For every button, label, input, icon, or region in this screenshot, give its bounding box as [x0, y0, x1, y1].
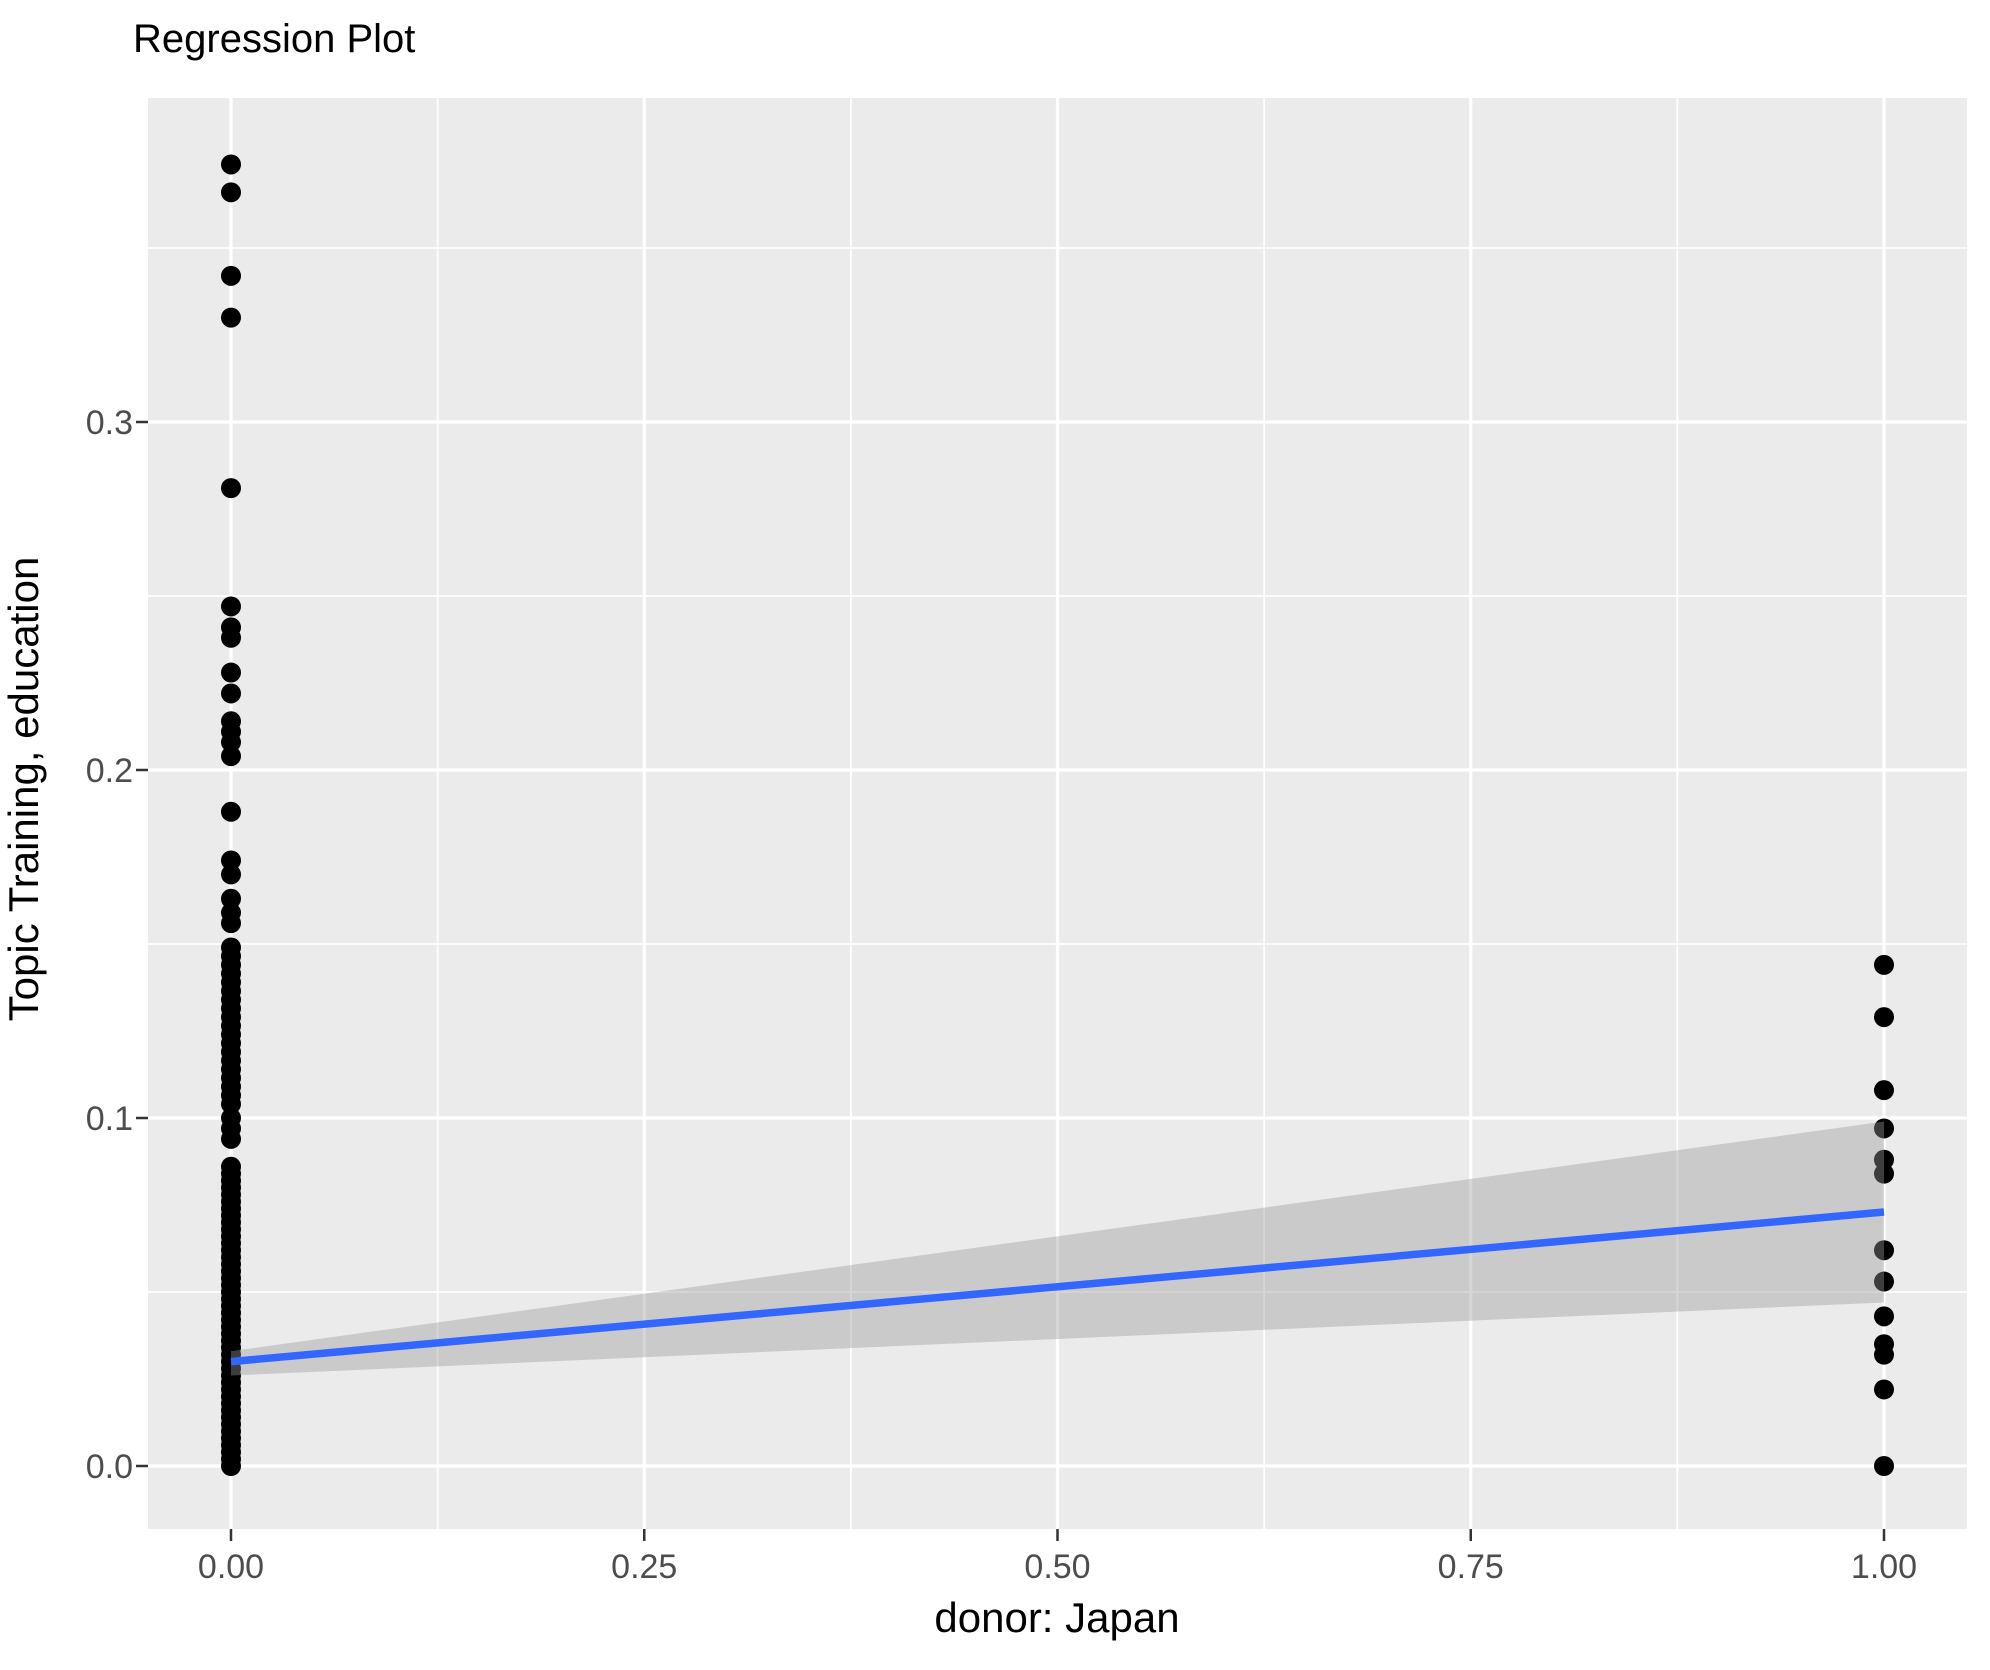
data-point [1874, 1379, 1894, 1400]
axis-ticks-layer: 0.00 0.25 0.50 0.75 1.00 0.0 0.1 0.2 0.3 [86, 404, 1917, 1586]
confidence-band-layer [231, 1121, 1884, 1376]
data-point [221, 888, 241, 909]
data-point [1874, 1007, 1894, 1028]
data-point [221, 913, 241, 934]
y-tick-label: 0.3 [86, 404, 133, 442]
data-point [221, 850, 241, 871]
data-point [221, 732, 241, 753]
data-point [1874, 1344, 1894, 1365]
data-point [221, 596, 241, 617]
data-point [221, 265, 241, 286]
data-point [1874, 1163, 1894, 1184]
data-point [1874, 1149, 1894, 1170]
data-point [1874, 1118, 1894, 1139]
data-point [1874, 1271, 1894, 1292]
x-tick-label: 0.75 [1438, 1548, 1504, 1586]
data-point [221, 1456, 241, 1476]
regression-line-layer [230, 1208, 1885, 1366]
y-axis-title: Topic Training, education [0, 557, 47, 1022]
data-point [221, 801, 241, 822]
regression-line [230, 1208, 1885, 1366]
data-point [221, 478, 241, 499]
data-point [221, 627, 241, 648]
data-point [221, 182, 241, 203]
x-tick-label: 1.00 [1851, 1548, 1917, 1586]
data-point [221, 683, 241, 704]
data-point [1874, 954, 1894, 975]
scatter-points-layer [221, 154, 1894, 1476]
data-point [221, 1094, 241, 1115]
data-point [221, 154, 241, 175]
plot-title: Regression Plot [133, 17, 415, 61]
data-point [221, 1128, 241, 1149]
data-point [221, 662, 241, 683]
data-point [221, 307, 241, 328]
y-tick-label: 0.1 [86, 1100, 133, 1138]
data-point [1874, 1240, 1894, 1261]
y-tick-label: 0.2 [86, 752, 133, 790]
y-tick-label: 0.0 [86, 1448, 133, 1486]
data-point [1874, 1080, 1894, 1101]
data-point [1874, 1456, 1894, 1476]
data-point [221, 864, 241, 885]
x-tick-label: 0.25 [611, 1548, 677, 1586]
x-axis-title: donor: Japan [934, 1594, 1179, 1641]
data-point [221, 746, 241, 767]
data-point [1874, 1306, 1894, 1327]
confidence-band [231, 1121, 1884, 1376]
x-tick-label: 0.50 [1024, 1548, 1090, 1586]
x-tick-label: 0.00 [198, 1548, 264, 1586]
